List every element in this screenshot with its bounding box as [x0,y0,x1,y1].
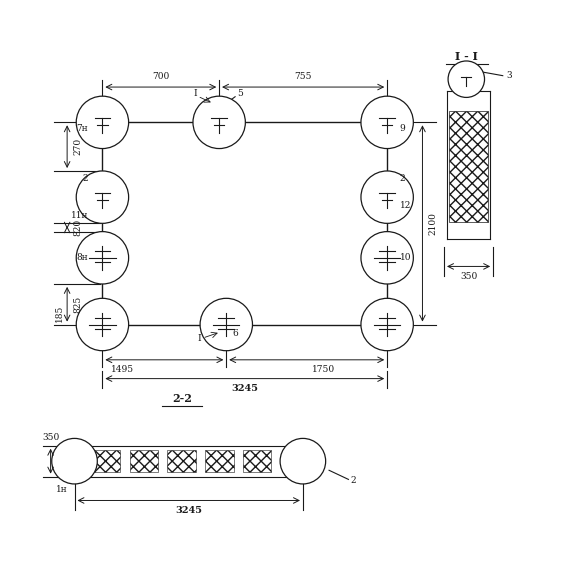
Text: 5: 5 [237,90,243,98]
Text: 6: 6 [232,329,237,338]
Text: 7н: 7н [76,124,88,133]
Text: 700: 700 [152,72,170,81]
Circle shape [200,298,252,351]
Text: 1н: 1н [56,485,67,493]
Text: 12: 12 [400,201,411,210]
Circle shape [76,171,129,223]
Text: 820: 820 [74,219,82,236]
Text: 825: 825 [74,296,82,313]
Text: 8н: 8н [76,254,88,262]
Text: 185: 185 [55,304,64,321]
Text: 9: 9 [400,124,405,133]
Text: 270: 270 [74,138,82,155]
Circle shape [76,298,129,351]
Text: 1495: 1495 [111,365,134,374]
Bar [449,111,488,222]
Bar [167,450,196,472]
Text: 3245: 3245 [231,384,258,393]
Bar [243,450,271,472]
Text: 3245: 3245 [175,505,202,515]
Text: 10: 10 [400,254,411,262]
Text: 755: 755 [294,72,312,81]
Text: 1750: 1750 [312,365,336,374]
Bar [205,450,233,472]
Text: I: I [197,334,201,343]
Text: 3: 3 [507,71,512,80]
Circle shape [361,171,413,223]
Circle shape [280,438,325,484]
Text: I - I: I - I [455,51,478,62]
Bar [129,450,158,472]
Text: 2-2: 2-2 [172,393,192,404]
Text: 2: 2 [400,174,405,183]
Circle shape [448,61,485,97]
Circle shape [193,96,246,148]
Text: I: I [193,90,197,98]
Text: 2: 2 [351,476,356,485]
Text: 2: 2 [83,174,88,183]
Bar [92,450,120,472]
Circle shape [361,298,413,351]
Circle shape [76,96,129,148]
Text: 350: 350 [42,434,59,442]
Circle shape [361,232,413,284]
Text: 350: 350 [460,272,477,281]
Circle shape [76,232,129,284]
Circle shape [361,96,413,148]
Text: 2100: 2100 [429,212,438,235]
Circle shape [52,438,97,484]
Text: 11н: 11н [71,211,88,220]
